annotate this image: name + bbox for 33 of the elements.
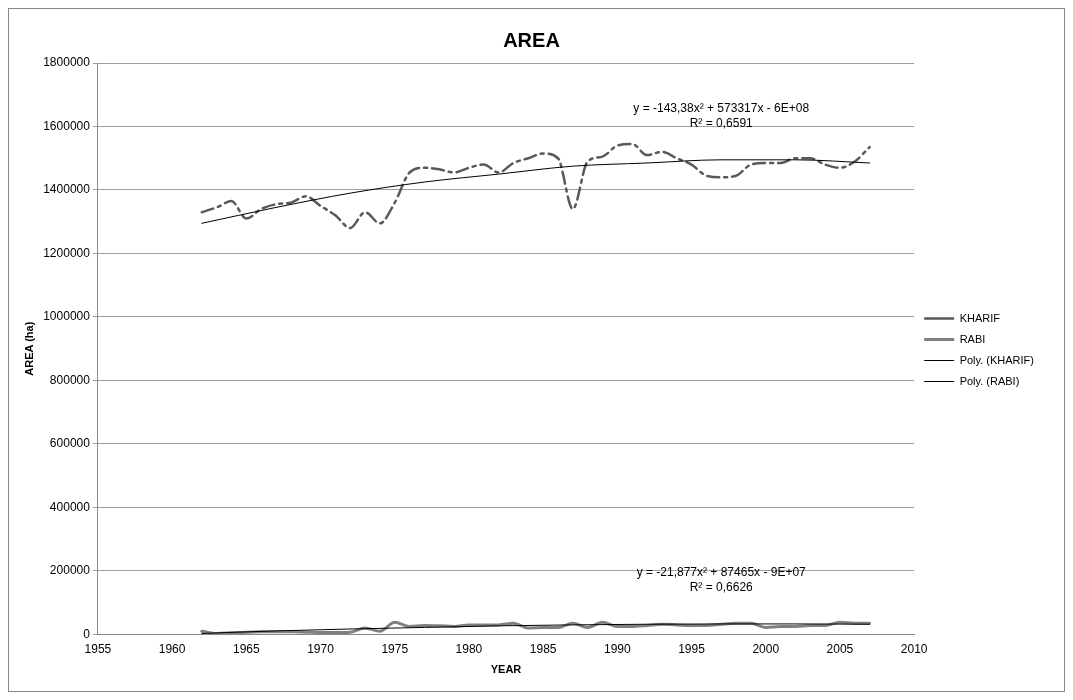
y-tick-label: 1800000	[43, 55, 91, 70]
x-tick-label: 1960	[158, 641, 186, 656]
y-tick-label: 600000	[49, 436, 91, 451]
x-tick-label: 1955	[84, 641, 112, 656]
legend-label: RABI	[959, 332, 986, 345]
y-tick-label: 1600000	[43, 118, 91, 133]
x-tick-label: 2005	[826, 641, 854, 656]
chart-title: AREA	[503, 28, 560, 51]
y-tick-label: 800000	[49, 372, 91, 387]
x-tick-label: 2010	[900, 641, 928, 656]
x-tick-label: 1990	[603, 641, 631, 656]
line-series	[201, 159, 871, 224]
y-tick-label: 1000000	[43, 309, 91, 324]
legend-label: KHARIF	[959, 311, 1001, 324]
x-tick-label: 2000	[752, 641, 780, 656]
annotation: y = -21,877x² + 87465x - 9E+07 R² = 0,6626	[636, 564, 807, 594]
y-tick-label: 1200000	[43, 245, 91, 260]
x-tick-label: 1995	[678, 641, 706, 656]
y-tick-label: 1400000	[43, 182, 91, 197]
line-series	[200, 142, 871, 230]
x-tick-label: 1965	[232, 641, 260, 656]
y-axis-title: AREA (ha)	[22, 321, 35, 376]
legend-label: Poly. (RABI)	[959, 374, 1020, 387]
x-tick-label: 1980	[455, 641, 483, 656]
legend-label: Poly. (KHARIF)	[959, 353, 1034, 366]
y-tick-label: 0	[83, 626, 91, 641]
x-tick-label: 1970	[307, 641, 335, 656]
annotation: y = -143,38x² + 573317x - 6E+08 R² = 0,6591	[633, 100, 810, 130]
y-tick-label: 200000	[49, 563, 91, 578]
x-tick-label: 1975	[381, 641, 409, 656]
x-tick-label: 1985	[529, 641, 557, 656]
y-tick-label: 400000	[49, 499, 91, 514]
x-axis-title: YEAR	[490, 663, 522, 676]
